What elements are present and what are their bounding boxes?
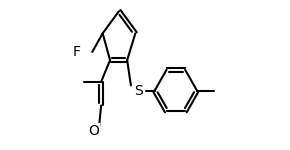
Text: O: O bbox=[88, 124, 99, 138]
Text: S: S bbox=[134, 84, 143, 98]
Text: F: F bbox=[73, 45, 81, 59]
